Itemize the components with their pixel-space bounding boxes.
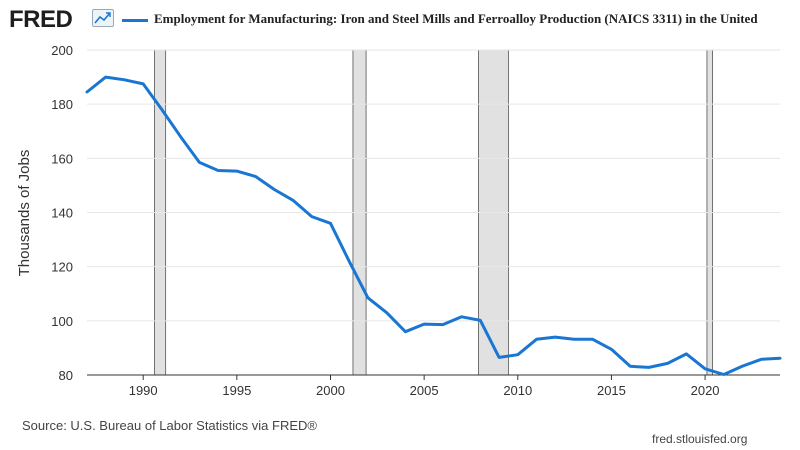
y-tick-label: 120: [51, 260, 73, 275]
x-tick-label: 2005: [410, 383, 439, 398]
chart-header: FRED Employment for Manufacturing: Iron …: [0, 0, 800, 44]
source-note: Source: U.S. Bureau of Labor Statistics …: [22, 418, 317, 433]
y-tick-label: 140: [51, 206, 73, 221]
series-line: [85, 75, 782, 376]
x-tick-label: 1990: [129, 383, 158, 398]
chart-line-icon: [92, 9, 114, 27]
y-tick-label: 160: [51, 151, 73, 166]
gridlines: [87, 49, 780, 322]
x-tick-label: 2010: [503, 383, 532, 398]
line-chart: 80 100 120 140 160 180 200 1990 1995 2000 2005 2010…: [16, 43, 782, 398]
y-tick-label: 180: [51, 97, 73, 112]
fred-logo[interactable]: FRED: [9, 6, 73, 33]
site-link[interactable]: fred.stlouisfed.org: [652, 432, 748, 446]
axes: 80 100 120 140 160 180 200 1990 1995 2000 2005 2010…: [51, 43, 780, 398]
legend-swatch: [122, 19, 148, 22]
chart-title: Employment for Manufacturing: Iron and S…: [154, 11, 758, 26]
y-axis-label: Thousands of Jobs: [16, 150, 33, 277]
x-tick-label: 2020: [691, 383, 720, 398]
y-tick-label: 200: [51, 43, 73, 58]
y-tick-label: 100: [51, 314, 73, 329]
x-tick-label: 2015: [597, 383, 626, 398]
series: [85, 75, 782, 376]
x-tick-label: 1995: [222, 383, 251, 398]
x-tick-label: 2000: [316, 383, 345, 398]
y-tick-label: 80: [59, 368, 73, 383]
